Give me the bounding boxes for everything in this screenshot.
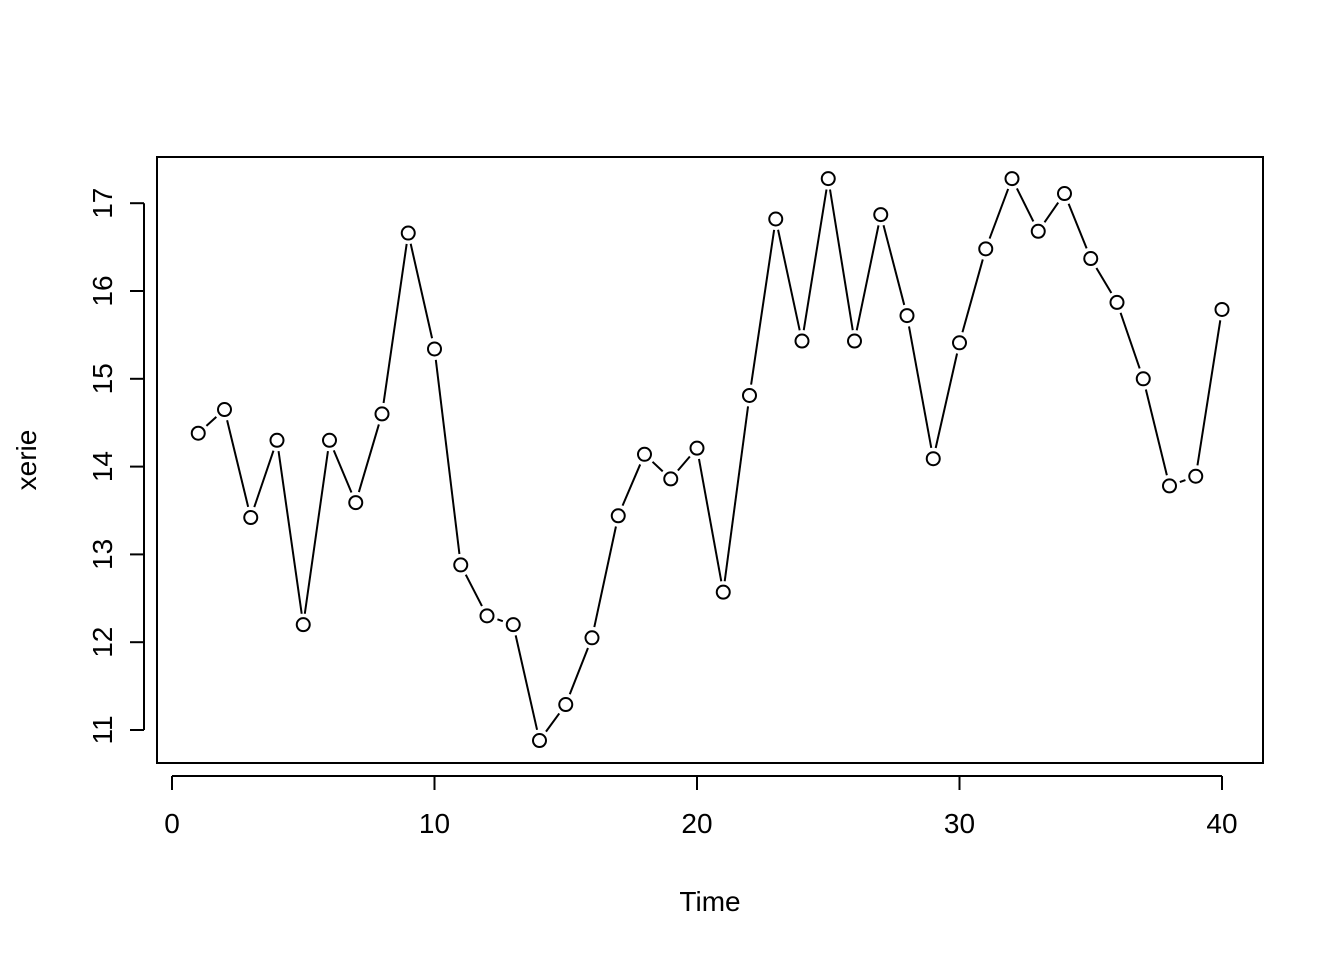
y-tick-label: 15 — [87, 363, 118, 394]
data-point — [584, 630, 600, 646]
data-point — [1188, 468, 1204, 484]
data-point — [374, 406, 390, 422]
series-segment — [777, 229, 801, 331]
series-segment — [1196, 320, 1222, 466]
data-point — [820, 171, 836, 187]
series-segment — [409, 243, 434, 339]
data-point — [348, 495, 364, 511]
data-point — [742, 387, 757, 403]
series-segment — [568, 647, 589, 695]
series-segment — [1179, 479, 1186, 484]
data-point — [978, 241, 994, 257]
series-segment — [1095, 267, 1113, 294]
data-point — [663, 471, 679, 487]
y-tick-label: 16 — [87, 275, 118, 306]
series-segment — [357, 424, 380, 493]
data-point — [873, 207, 889, 223]
series-segment — [697, 458, 723, 582]
series-segment — [908, 326, 933, 449]
x-tick-label: 20 — [681, 808, 712, 839]
series-segment — [303, 451, 329, 614]
series-segment — [750, 229, 776, 385]
series-segment — [882, 225, 906, 306]
series-segment — [205, 416, 218, 427]
series-segment — [497, 618, 504, 623]
data-point — [532, 733, 547, 749]
y-axis: 11 12 13 14 15 16 17 — [87, 188, 145, 745]
series-segment — [1043, 202, 1060, 223]
series-layer — [190, 171, 1230, 749]
series-segment — [593, 526, 617, 628]
data-point — [558, 697, 574, 713]
data-point — [479, 608, 495, 624]
series-segment — [464, 574, 483, 607]
series-segment — [514, 635, 539, 731]
data-point — [243, 510, 259, 526]
x-tick-label: 0 — [164, 808, 180, 839]
x-axis: 0 10 20 30 40 — [164, 775, 1238, 839]
series-segment — [802, 189, 828, 331]
y-tick-label: 14 — [87, 451, 118, 482]
series-segment — [332, 450, 353, 493]
series-segment — [545, 712, 561, 733]
series-segment — [829, 189, 854, 331]
data-point — [217, 402, 232, 418]
y-tick-label: 12 — [87, 627, 118, 658]
series-segment — [1067, 203, 1088, 249]
data-point — [427, 341, 442, 357]
data-point — [768, 211, 784, 227]
data-point — [610, 508, 626, 524]
series-segment — [1119, 312, 1141, 369]
x-tick-label: 30 — [944, 808, 975, 839]
series-segment — [723, 406, 750, 582]
data-point — [1057, 186, 1072, 202]
data-point — [1083, 251, 1099, 267]
data-point — [453, 557, 469, 573]
data-point — [952, 335, 967, 351]
data-point — [899, 308, 915, 324]
series-segment — [621, 464, 642, 507]
series-segment — [651, 461, 664, 473]
data-point — [715, 584, 731, 600]
y-tick-label: 11 — [87, 715, 118, 744]
y-tick-label: 13 — [87, 539, 118, 570]
data-point — [505, 617, 521, 633]
data-point — [1004, 171, 1020, 187]
data-point — [794, 333, 810, 349]
series-segment — [988, 188, 1010, 239]
y-axis-title: xerie — [11, 430, 42, 491]
data-point — [1214, 301, 1230, 317]
data-point — [925, 451, 941, 467]
series-segment — [277, 451, 303, 614]
data-point — [637, 446, 652, 462]
data-point — [1135, 371, 1151, 387]
series-segment — [961, 259, 984, 333]
data-point — [190, 425, 206, 441]
x-tick-label: 40 — [1206, 808, 1237, 839]
data-point — [847, 333, 862, 349]
x-axis-title: Time — [679, 886, 740, 917]
series-segment — [1144, 389, 1168, 476]
series-segment — [382, 243, 408, 404]
series-segment — [1016, 188, 1035, 222]
x-tick-label: 10 — [419, 808, 450, 839]
series-segment — [934, 353, 959, 449]
series-segment — [677, 455, 691, 472]
data-point — [269, 432, 285, 448]
data-point — [322, 432, 337, 448]
series-segment — [434, 359, 461, 555]
series-segment — [226, 419, 250, 508]
data-point — [400, 225, 416, 241]
series-segment — [855, 225, 880, 331]
data-point — [689, 440, 705, 456]
data-point — [1162, 478, 1177, 494]
data-point — [1030, 223, 1046, 239]
series-segment — [253, 450, 275, 508]
y-tick-label: 17 — [87, 188, 118, 219]
data-point — [1109, 294, 1125, 310]
plot-frame — [156, 156, 1264, 764]
data-point — [295, 617, 311, 633]
